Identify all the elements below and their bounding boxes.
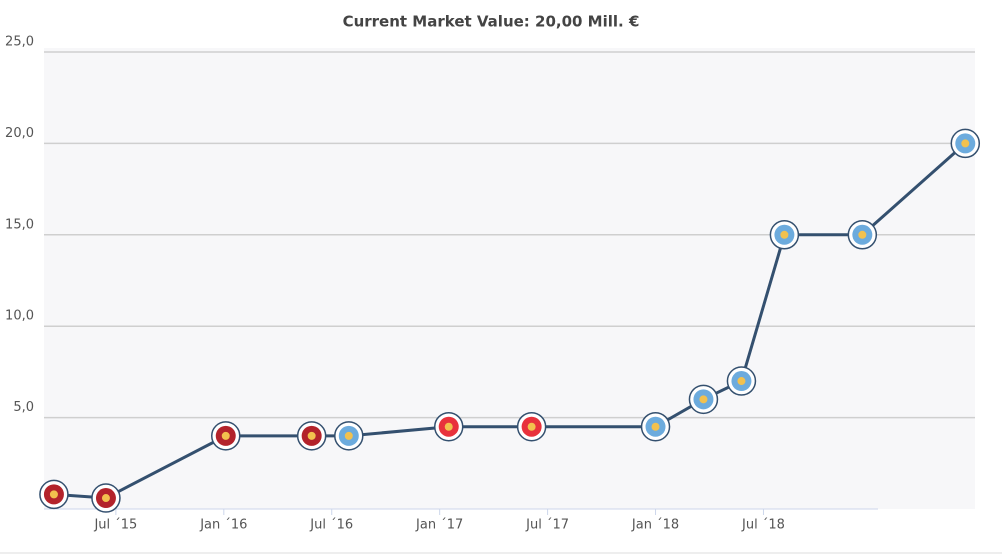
data-point — [688, 384, 719, 415]
x-tick-label: Jul ´16 — [309, 518, 353, 533]
x-tick-label: Jan ´16 — [199, 518, 247, 533]
y-tick-label: 10,0 — [5, 309, 34, 324]
y-tick-label: 20,0 — [5, 126, 34, 141]
y-tick-label: 5,0 — [13, 400, 34, 415]
data-point — [91, 483, 121, 513]
y-tick-label: 25,0 — [5, 35, 34, 50]
y-tick-label: 15,0 — [5, 217, 34, 232]
data-point — [640, 411, 671, 442]
plot-area — [44, 48, 975, 509]
data-point — [39, 479, 69, 510]
data-point — [433, 411, 464, 442]
x-tick-label: Jul ´18 — [741, 518, 785, 533]
data-point — [334, 421, 364, 451]
data-point — [211, 421, 241, 451]
data-point — [516, 411, 547, 442]
data-point — [847, 220, 878, 250]
data-point — [296, 421, 327, 451]
x-tick-label: Jul ´17 — [525, 518, 569, 533]
data-point — [769, 220, 800, 250]
x-tick-label: Jan ´18 — [631, 518, 679, 533]
x-tick-label: Jan ´17 — [415, 518, 463, 533]
chart-title: Current Market Value: 20,00 Mill. € — [343, 13, 640, 31]
x-tick-label: Jul ´15 — [93, 518, 137, 533]
data-point — [950, 128, 981, 159]
data-point — [726, 366, 757, 396]
